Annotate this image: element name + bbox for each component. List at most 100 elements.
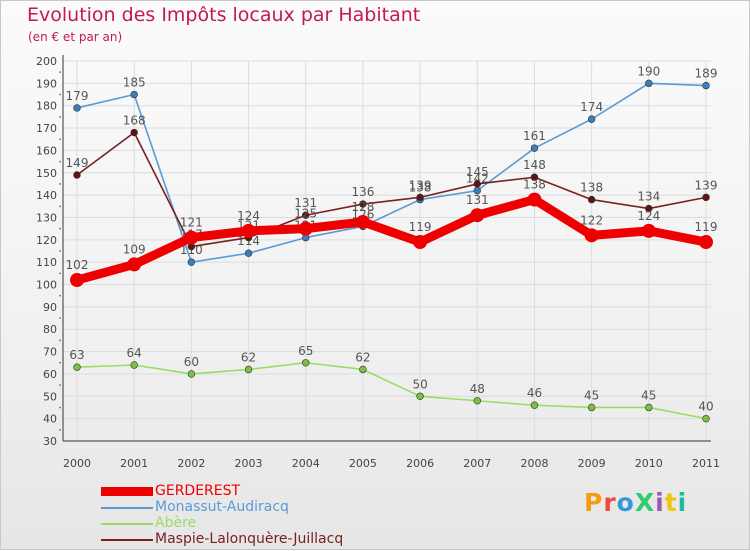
data-label: 139 — [695, 178, 718, 192]
logo-letter: r — [603, 488, 617, 517]
data-point — [473, 180, 481, 188]
y-tick-label: 50 — [43, 390, 57, 403]
chart-title: Evolution des Impôts locaux par Habitant — [27, 4, 421, 26]
data-label: 131 — [294, 196, 317, 210]
data-point — [416, 392, 424, 400]
x-tick-label: 2008 — [520, 457, 548, 470]
data-point — [127, 257, 142, 272]
data-point — [70, 273, 84, 288]
data-label: 179 — [66, 89, 89, 103]
data-label: 45 — [584, 388, 599, 402]
data-point — [73, 363, 81, 371]
y-tick-label: 120 — [36, 234, 57, 247]
data-label: 63 — [69, 348, 84, 362]
data-label: 45 — [641, 388, 656, 402]
y-minor-tick — [59, 160, 61, 163]
y-tick-label: 100 — [36, 279, 57, 292]
data-point — [641, 223, 656, 238]
data-label: 174 — [580, 100, 603, 114]
data-label: 138 — [523, 178, 546, 192]
y-tick-label: 150 — [36, 167, 57, 180]
y-minor-tick — [59, 227, 61, 230]
data-point — [130, 361, 138, 369]
data-point — [187, 258, 196, 266]
data-label: 168 — [123, 114, 146, 128]
data-point — [702, 414, 710, 423]
data-point — [645, 79, 653, 88]
x-tick-label: 2006 — [406, 457, 434, 470]
x-tick-label: 2002 — [177, 457, 205, 470]
legend-label: Maspie-Lalonquère-Juillacq — [155, 531, 344, 547]
data-point — [587, 195, 596, 204]
y-minor-tick — [59, 138, 61, 141]
y-tick-label: 180 — [36, 100, 57, 113]
data-label: 62 — [355, 350, 370, 364]
data-point — [359, 365, 367, 374]
logo-letter: i — [677, 488, 688, 517]
y-tick-label: 30 — [43, 435, 57, 448]
data-point — [702, 81, 710, 90]
data-point — [298, 221, 313, 236]
data-label: 102 — [66, 258, 89, 272]
x-tick-label: 2009 — [578, 457, 606, 470]
data-label: 148 — [523, 158, 546, 172]
series-line — [76, 131, 707, 248]
y-tick-label: 200 — [36, 55, 57, 68]
series-line — [76, 82, 707, 263]
y-minor-tick — [59, 183, 61, 185]
x-tick-label: 2001 — [120, 457, 148, 470]
legend-swatch — [101, 523, 153, 525]
logo-letter: o — [616, 488, 635, 517]
data-point — [473, 397, 481, 405]
y-minor-tick — [59, 384, 61, 387]
data-label: 60 — [184, 355, 199, 369]
data-point — [355, 214, 370, 229]
y-minor-tick — [59, 294, 61, 297]
data-point — [699, 235, 713, 250]
x-tick-label: 2004 — [292, 457, 320, 470]
data-point — [244, 365, 253, 374]
data-label: 145 — [466, 165, 489, 179]
x-tick-label: 2003 — [235, 457, 263, 470]
data-label: 119 — [409, 220, 432, 234]
x-tick-label: 2000 — [63, 457, 91, 470]
y-tick-label: 140 — [36, 189, 57, 202]
data-point — [302, 211, 310, 219]
data-label: 64 — [127, 346, 142, 360]
y-minor-tick — [59, 71, 61, 74]
data-label: 126 — [351, 207, 374, 221]
proxiti-logo: ProXiti — [584, 488, 687, 517]
legend-label: GERDEREST — [155, 483, 241, 499]
data-label: 40 — [698, 400, 713, 414]
data-label: 124 — [237, 209, 260, 223]
logo-letter: t — [664, 488, 678, 517]
x-tick-label: 2010 — [635, 457, 663, 470]
data-label: 121 — [180, 216, 203, 230]
data-label: 139 — [409, 178, 432, 192]
y-tick-label: 130 — [36, 211, 57, 224]
logo-letter: X — [634, 488, 656, 517]
data-point — [587, 403, 596, 412]
y-minor-tick — [59, 361, 61, 364]
data-point — [130, 128, 138, 137]
y-tick-label: 90 — [43, 301, 57, 314]
data-label: 65 — [298, 344, 313, 358]
data-point — [645, 204, 653, 213]
legend-swatch — [101, 487, 153, 496]
data-label: 149 — [66, 156, 89, 170]
data-label: 50 — [412, 377, 427, 391]
logo-letter: i — [655, 488, 665, 517]
y-minor-tick — [59, 406, 61, 409]
legend-label: Monassut-Audiracq — [155, 499, 289, 515]
data-label: 190 — [637, 64, 660, 78]
y-tick-label: 110 — [36, 256, 57, 269]
y-tick-label: 160 — [36, 144, 57, 157]
data-label: 134 — [637, 190, 660, 204]
x-tick-label: 2011 — [692, 457, 720, 470]
data-point — [244, 249, 253, 257]
data-point — [530, 401, 539, 409]
data-point — [73, 104, 81, 112]
data-point — [413, 235, 428, 250]
